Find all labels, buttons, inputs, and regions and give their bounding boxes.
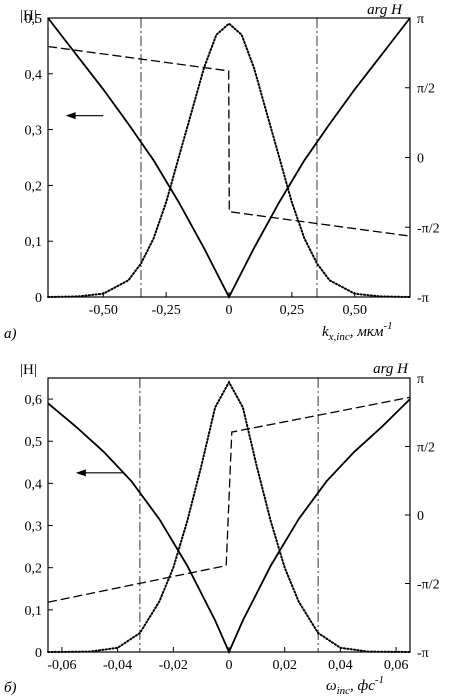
x-tick-label: -0,02 [159, 658, 188, 673]
y-tick-label-right: π [417, 12, 424, 27]
y-tick-label-left: 0,4 [25, 68, 43, 83]
y-tick-label-left: 0,4 [25, 477, 43, 492]
series-solid-line [47, 398, 411, 655]
y-tick-label-right: -π/2 [417, 221, 440, 236]
chart-marks [47, 17, 411, 299]
x-tick-label: 0,06 [384, 658, 409, 673]
x-axis-label-unit: , фс [350, 678, 375, 694]
y-tick-label-right: π/2 [417, 440, 435, 455]
x-tick-label: 0,25 [280, 303, 305, 318]
y-tick-label-left: 0,2 [25, 179, 43, 194]
y-tick-label-left: 0 [35, 646, 42, 661]
y-tick-label-left: 0 [35, 291, 42, 306]
left-axis-label: |H| [20, 8, 37, 24]
panel-label: а) [4, 326, 17, 342]
arrow-head [65, 112, 76, 120]
x-tick-label: 0 [226, 658, 233, 673]
x-axis-label-sub: x,inc [328, 331, 350, 343]
y-tick-label-right: 0 [417, 152, 424, 167]
series-dashed-line [47, 396, 411, 603]
x-tick-label: 0 [226, 303, 233, 318]
y-tick-label-right: π/2 [417, 82, 435, 97]
x-tick-label: -0,25 [152, 303, 181, 318]
tick-labels: -0,06 -0,04 -0,02 0 0,02 0,04 0,06 0 0,1 0,2 0,3 0,… [25, 372, 440, 673]
x-tick-label: -0,06 [47, 658, 76, 673]
panel-a: -0,50 -0,25 0 0,25 0,50 0 0,1 0,2 0,3 0,4 0,5 π π/2 0… [4, 2, 440, 343]
plot-frame [47, 377, 411, 653]
y-tick-label-left: 0,1 [25, 235, 43, 250]
x-axis-label-sub: inc [337, 685, 351, 697]
x-axis-label-unit: , мкм [350, 324, 384, 340]
arrow-head [75, 469, 86, 477]
series-dashed-line [47, 45, 411, 237]
y-tick-label-left: 0,5 [25, 12, 43, 27]
x-axis-label: ωinc, фс-1 [326, 674, 384, 697]
tick-labels: -0,50 -0,25 0 0,25 0,50 0 0,1 0,2 0,3 0,4 0,5 π π/2 0… [25, 12, 440, 318]
x-axis-label-main: ω [326, 678, 337, 694]
x-tick-label: 0,50 [342, 303, 367, 318]
x-tick-label: -0,04 [103, 658, 132, 673]
y-tick-label-left: 0,1 [25, 604, 43, 619]
x-axis-label-main: k [322, 324, 329, 340]
y-tick-label-right: -π/2 [417, 578, 440, 593]
right-axis-label: arg H [367, 2, 403, 18]
x-axis-label-exp: -1 [375, 674, 384, 686]
y-tick-label-right: π [417, 372, 424, 387]
series-dotted-line [47, 380, 411, 653]
series-dotted-line [47, 22, 411, 298]
y-tick-label-left: 0,5 [25, 435, 43, 450]
y-tick-label-right: -π [417, 291, 429, 306]
x-axis-label-exp: -1 [383, 320, 392, 332]
right-axis-label: arg H [373, 361, 409, 377]
y-tick-label-left: 0,6 [25, 393, 43, 408]
y-tick-label-right: -π [417, 646, 429, 661]
chart-marks [47, 378, 411, 655]
x-axis-label: kx,inc, мкм-1 [322, 320, 393, 343]
y-tick-label-left: 0,3 [25, 124, 43, 139]
x-tick-label: 0,02 [272, 658, 297, 673]
x-tick-label: 0,04 [328, 658, 353, 673]
y-tick-label-left: 0,2 [25, 562, 43, 577]
panel-label: б) [4, 680, 17, 696]
y-tick-label-right: 0 [417, 509, 424, 524]
left-axis-label: |H| [20, 362, 37, 378]
panel-b: -0,06 -0,04 -0,02 0 0,02 0,04 0,06 0 0,1 0,2 0,3 0,… [4, 361, 440, 697]
x-tick-label: -0,50 [89, 303, 118, 318]
y-tick-label-left: 0,3 [25, 520, 43, 535]
